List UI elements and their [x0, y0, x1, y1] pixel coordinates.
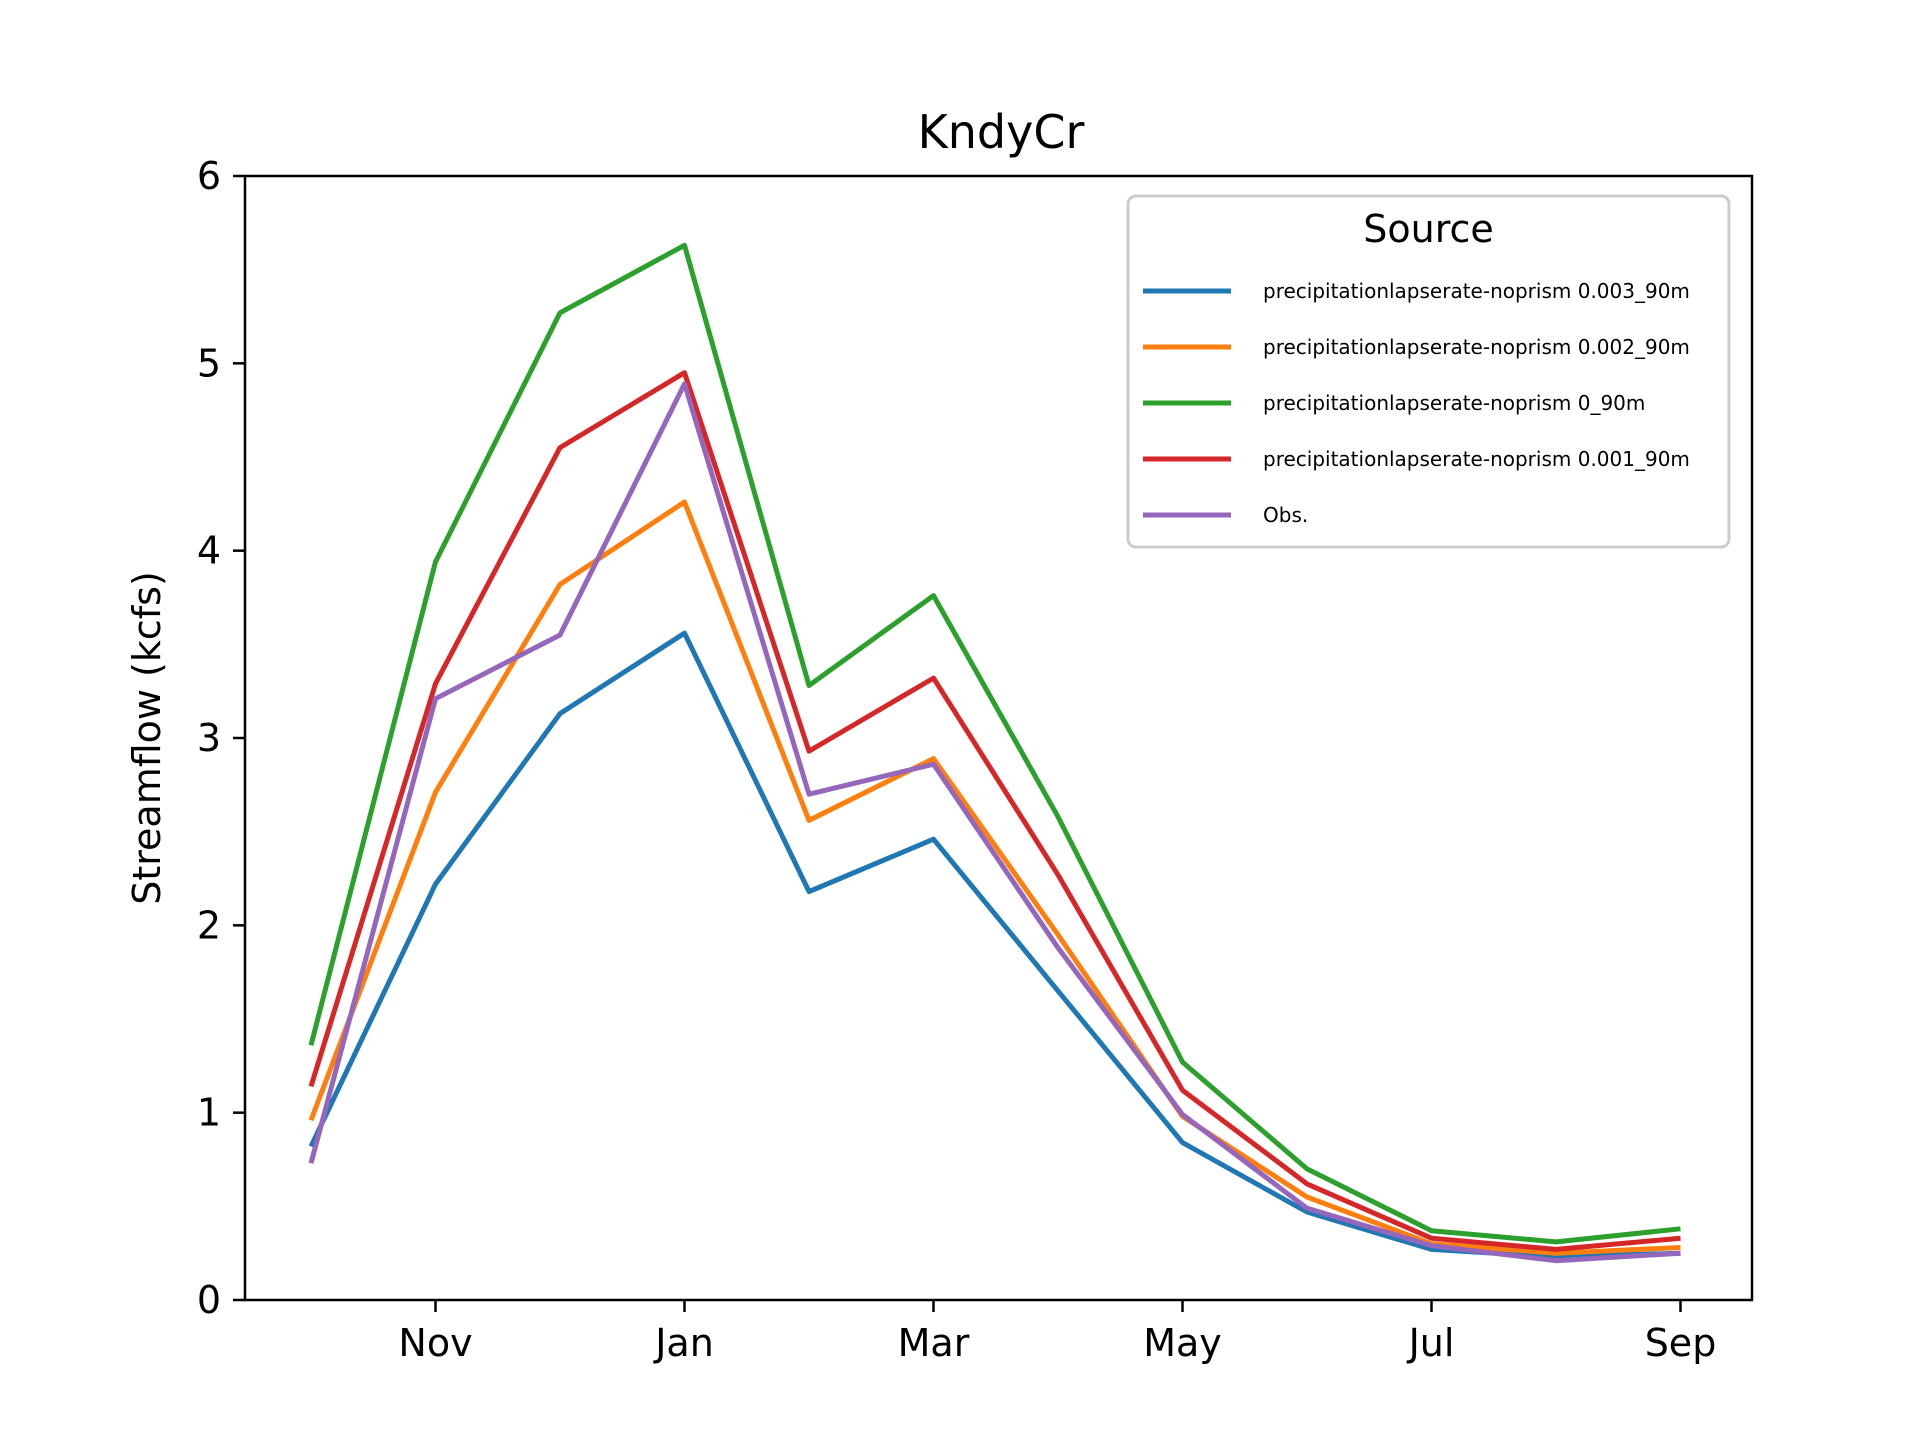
x-tick-label: Jul — [1407, 1321, 1455, 1365]
x-tick-label: Nov — [398, 1321, 472, 1365]
legend-label: Obs. — [1263, 503, 1308, 527]
x-tick-label: May — [1143, 1321, 1222, 1365]
legend-label: precipitationlapserate-noprism 0.001_90m — [1263, 447, 1690, 471]
x-tick-label: Sep — [1645, 1321, 1717, 1365]
chart-title: KndyCr — [918, 105, 1085, 159]
axes: 0 1 2 3 4 5 6 Nov Jan Mar May Jul Sep — [197, 154, 1754, 1365]
y-tick-label: 4 — [197, 529, 221, 573]
x-tick-label: Mar — [898, 1321, 970, 1365]
y-tick-label: 1 — [197, 1091, 221, 1135]
legend-title: Source — [1363, 207, 1494, 251]
series-line-3 — [308, 242, 1681, 1245]
legend-label: precipitationlapserate-noprism 0_90m — [1263, 391, 1645, 415]
plot-area — [308, 242, 1681, 1264]
y-tick-label: 2 — [197, 903, 221, 947]
y-axis-label: Streamflow (kcfs) — [125, 571, 169, 905]
series-line-4 — [308, 370, 1681, 1252]
y-tick-label: 5 — [197, 341, 221, 385]
y-tick-label: 3 — [197, 716, 221, 760]
legend-label: precipitationlapserate-noprism 0.003_90m — [1263, 279, 1690, 303]
y-tick-label: 6 — [197, 154, 221, 198]
series-line-5 — [308, 381, 1681, 1264]
y-tick-label: 0 — [197, 1278, 221, 1322]
series-line-2 — [308, 499, 1681, 1256]
legend-box — [1126, 194, 1731, 549]
x-tick-label: Jan — [653, 1321, 714, 1365]
legend: Source precipitationlapserate-noprism 0.0… — [1126, 194, 1731, 549]
legend-label: precipitationlapserate-noprism 0.002_90m — [1263, 335, 1690, 359]
